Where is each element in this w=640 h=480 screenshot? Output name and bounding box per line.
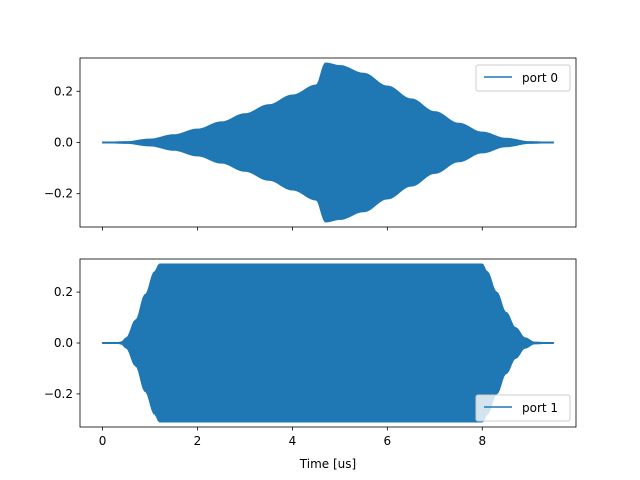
legend-box-port-1: [475, 394, 571, 422]
axes-frame-port-0: [79, 57, 577, 228]
legend-box-port-0: [475, 64, 571, 92]
subplot-port-0: −0.2 0.0 0.2 port 0: [44, 57, 577, 231]
subplot-port-1: −0.2 0.0 0.2 0 2 4 6 8 port 1 Time [us]: [44, 258, 577, 471]
y-tick-label: 0.0: [54, 136, 73, 150]
x-tick-label: 4: [289, 434, 297, 448]
y-tick-label: −0.2: [44, 187, 73, 201]
legend-label-port-0: port 0: [522, 71, 558, 85]
x-tick-label: 8: [478, 434, 486, 448]
x-axis-label: Time [us]: [299, 457, 356, 471]
x-tick-label: 6: [384, 434, 392, 448]
y-tick-label: 0.2: [54, 84, 73, 98]
legend-port-1: port 1: [475, 394, 571, 422]
signal-envelope-port-1: [101, 263, 555, 423]
y-tick-label: −0.2: [44, 387, 73, 401]
y-tick-label: 0.2: [54, 285, 73, 299]
y-tick-label: 0.0: [54, 336, 73, 350]
plot-area-port-0: [101, 62, 555, 223]
x-tick-label: 0: [99, 434, 107, 448]
axis-ticks-port-1: −0.2 0.0 0.2 0 2 4 6 8: [44, 285, 486, 448]
legend-port-0: port 0: [475, 64, 571, 92]
signal-envelope-port-0: [101, 62, 555, 223]
plot-area-port-1: [101, 263, 555, 423]
legend-label-port-1: port 1: [522, 401, 558, 415]
axes-frame-port-1: [79, 258, 577, 428]
x-tick-label: 2: [194, 434, 202, 448]
axis-ticks-port-0: −0.2 0.0 0.2: [44, 84, 483, 231]
